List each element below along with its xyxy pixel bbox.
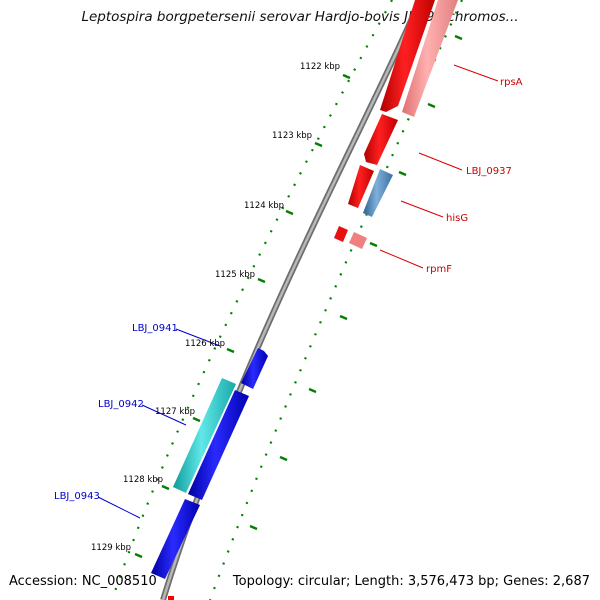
tick-label: 1128 kbp — [123, 475, 163, 485]
inner-major-ticks — [249, 34, 463, 531]
tick-label: 1127 kbp — [155, 407, 195, 417]
tick-label: 1129 kbp — [91, 543, 131, 553]
gene-rpsA-red-block[interactable] — [380, 0, 435, 112]
leader-lines — [97, 64, 499, 519]
gene-lbj0941-block[interactable] — [241, 348, 268, 389]
tick-label: 1124 kbp — [244, 201, 284, 211]
tick-label: 1122 kbp — [300, 62, 340, 72]
gene-label-lbj0941[interactable]: LBJ_0941 — [132, 323, 178, 334]
forward-strand-genes — [334, 0, 458, 249]
inner-dotted-track — [208, 0, 464, 600]
lbj0941-leader — [175, 328, 221, 347]
outer-dotted-track — [110, 0, 393, 600]
outer-major-ticks — [134, 73, 351, 559]
tick-label: 1125 kbp — [215, 270, 255, 280]
rpmF-leader — [379, 249, 424, 269]
tick-labels: 1122 kbp 1123 kbp 1124 kbp 1125 kbp 1126… — [91, 62, 340, 553]
gene-rpsA-pink-block[interactable] — [402, 0, 458, 117]
bottom-red-marker — [168, 596, 174, 600]
gene-rpmF-pink-block[interactable] — [349, 232, 367, 249]
lbj0942-leader — [141, 404, 187, 426]
lbj0937-leader — [418, 152, 463, 171]
reverse-strand-genes — [151, 348, 268, 579]
gene-label-hisG[interactable]: hisG — [446, 213, 468, 224]
accession-text: Accession: NC_008510 — [9, 574, 157, 589]
gene-lbj0943-lower-block[interactable] — [151, 499, 200, 579]
lbj0943-leader — [97, 496, 141, 519]
tick-label: 1126 kbp — [185, 339, 225, 349]
tick-label: 1123 kbp — [272, 131, 312, 141]
backbone-shadow — [160, 0, 423, 600]
gene-label-rpsA[interactable]: rpsA — [500, 77, 523, 88]
rpsA-leader — [453, 64, 499, 82]
gene-labels: rpsA LBJ_0937 hisG rpmF LBJ_0941 LBJ_094… — [54, 77, 523, 502]
hisG-leader — [400, 200, 444, 218]
gene-rpmF-red-block[interactable] — [334, 226, 348, 242]
topology-text: Topology: circular; Length: 3,576,473 bp… — [232, 574, 590, 589]
gene-lbj0937-lower-block[interactable] — [348, 165, 374, 208]
gene-lbj0943-upper-block[interactable] — [188, 390, 249, 500]
gene-label-rpmF[interactable]: rpmF — [426, 264, 452, 275]
gene-hisG-block[interactable] — [363, 169, 393, 217]
gene-lbj0937-block[interactable] — [364, 114, 398, 165]
gene-label-lbj0937[interactable]: LBJ_0937 — [466, 166, 512, 177]
gene-label-lbj0943[interactable]: LBJ_0943 — [54, 491, 100, 502]
gene-lbj0942-block[interactable] — [173, 378, 236, 493]
gene-label-lbj0942[interactable]: LBJ_0942 — [98, 399, 144, 410]
